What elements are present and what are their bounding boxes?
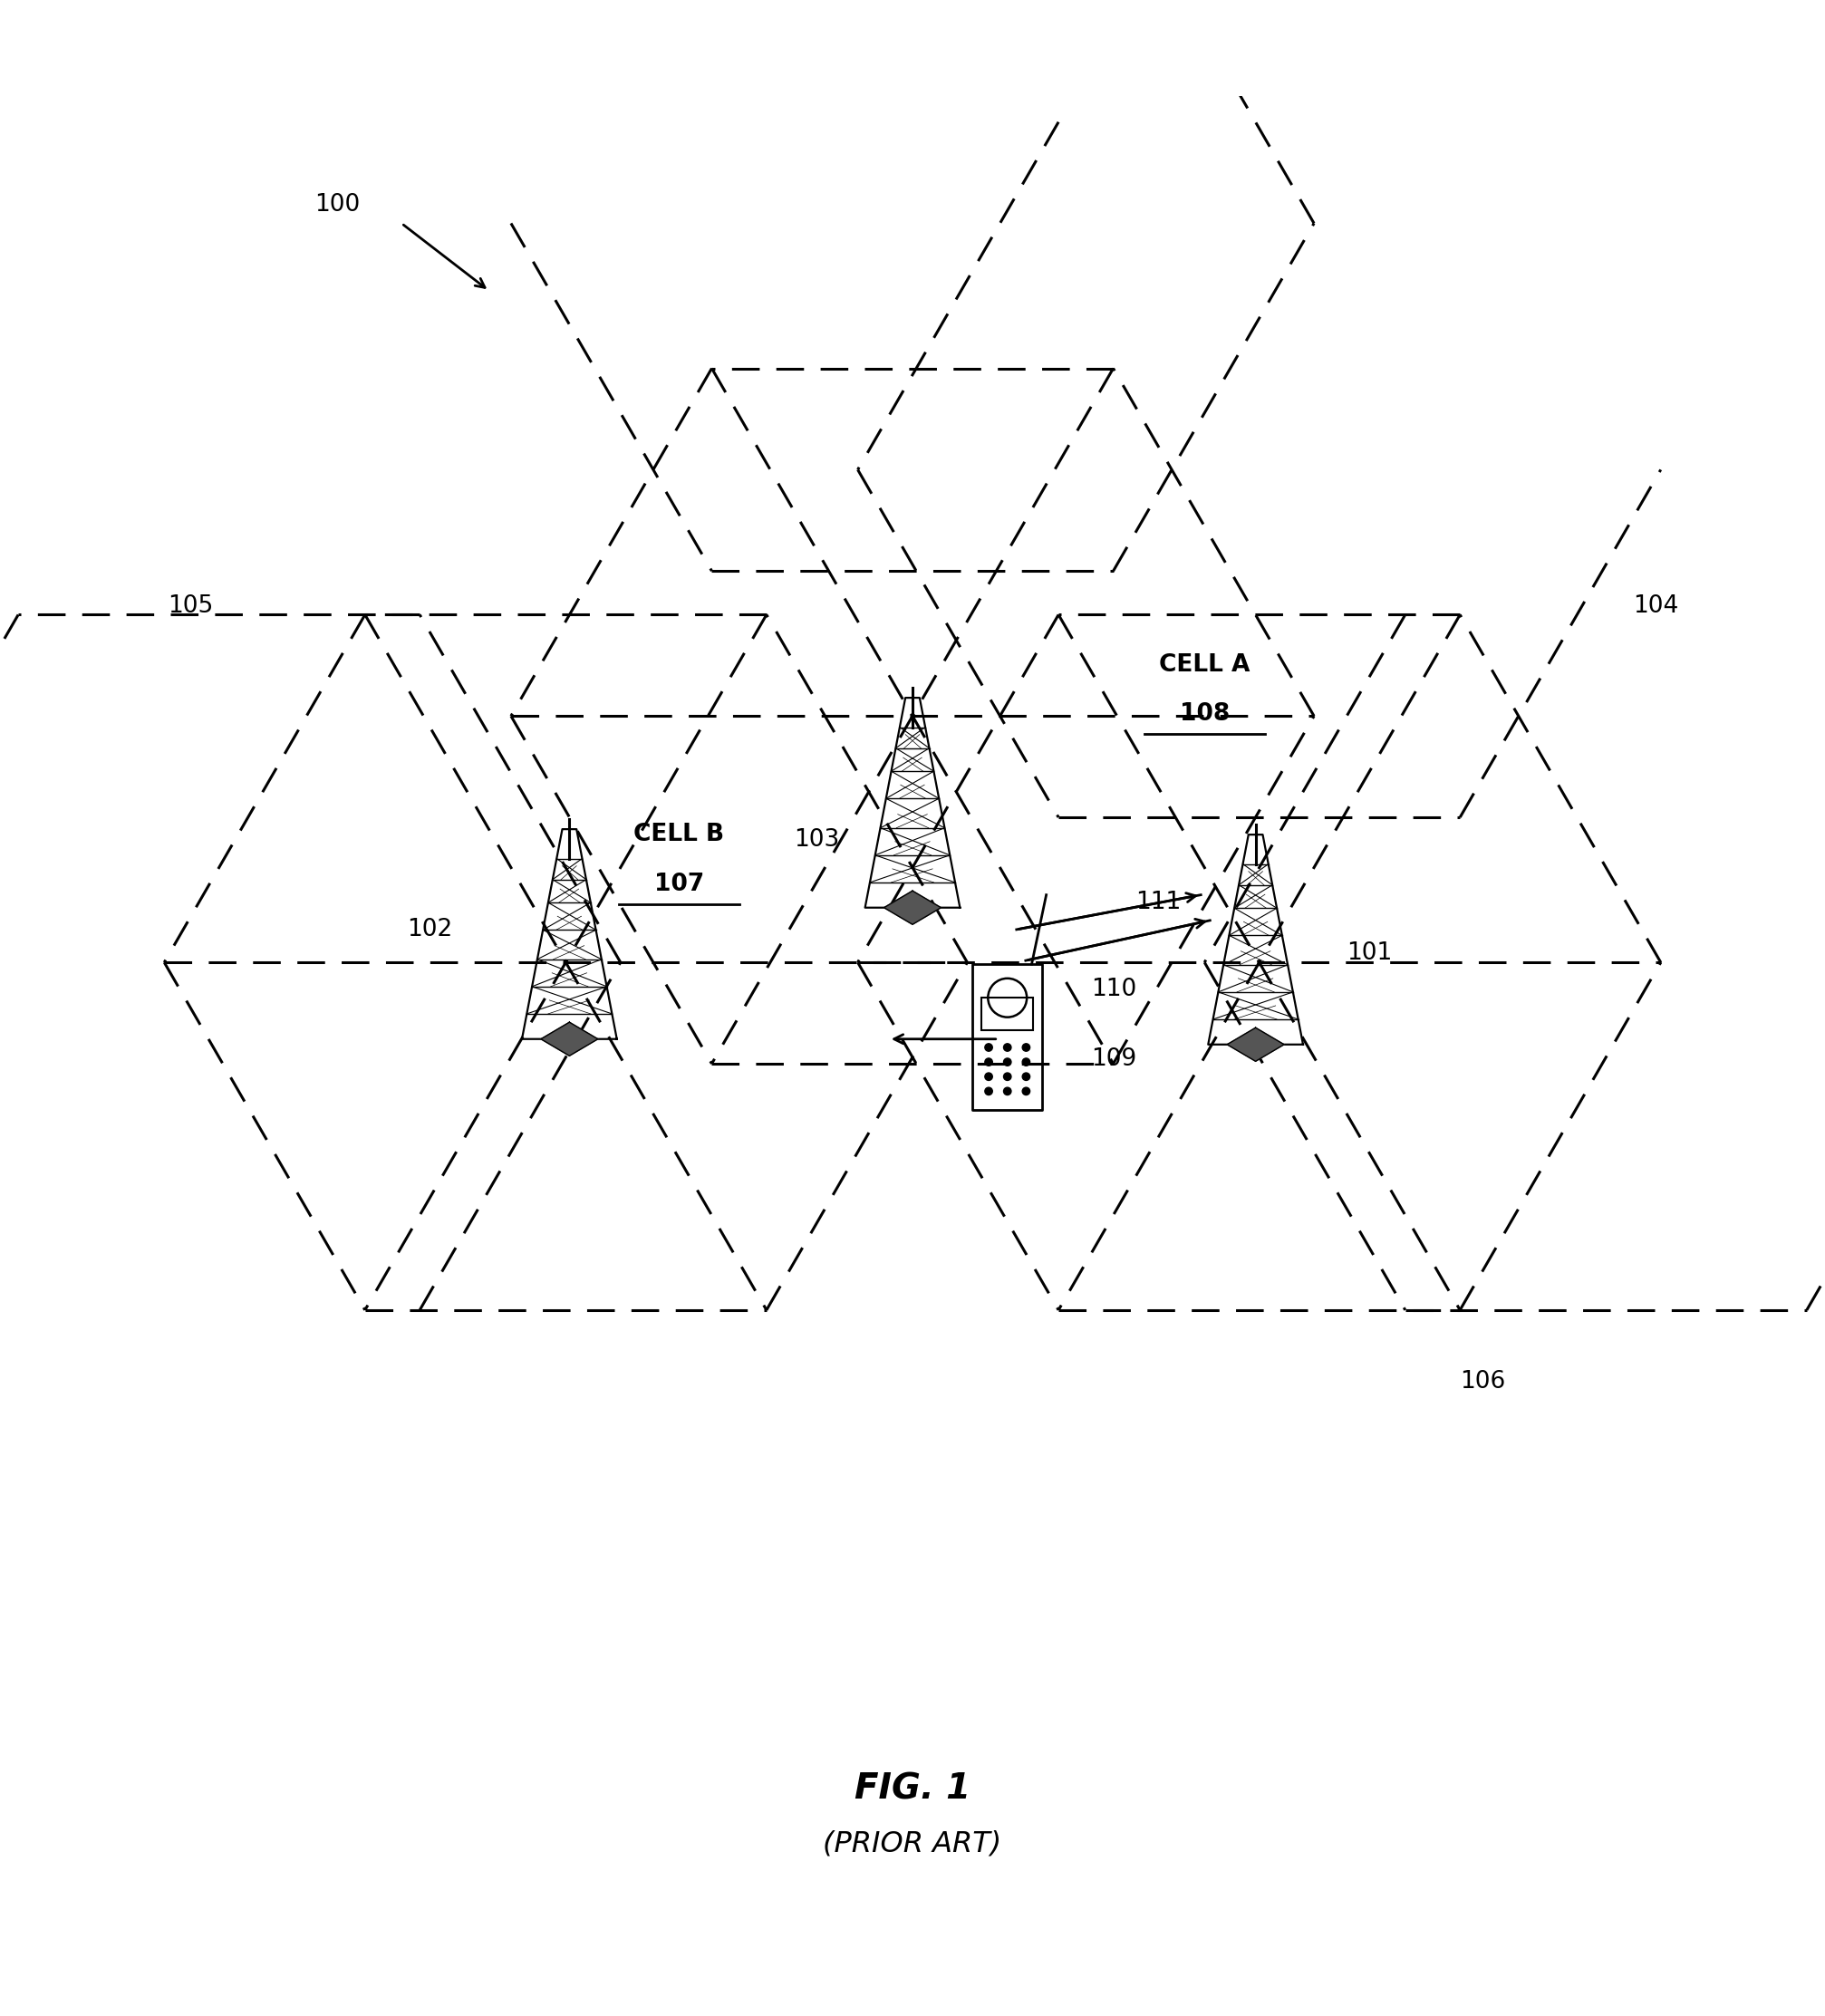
Circle shape bbox=[1022, 1044, 1029, 1050]
Text: 103: 103 bbox=[794, 829, 840, 853]
Polygon shape bbox=[1226, 1028, 1285, 1060]
Text: 111: 111 bbox=[1135, 891, 1181, 913]
Text: 107: 107 bbox=[653, 873, 704, 895]
Text: CELL B: CELL B bbox=[633, 823, 725, 847]
Text: 102: 102 bbox=[407, 917, 453, 941]
Circle shape bbox=[986, 1058, 993, 1066]
Text: 105: 105 bbox=[168, 595, 214, 619]
Circle shape bbox=[1022, 1087, 1029, 1095]
Circle shape bbox=[1004, 1087, 1011, 1095]
Polygon shape bbox=[883, 891, 942, 925]
Circle shape bbox=[1022, 1073, 1029, 1081]
Bar bbox=[973, 964, 1042, 1111]
Bar bbox=[982, 998, 1033, 1030]
Text: 100: 100 bbox=[316, 194, 360, 218]
Text: 108: 108 bbox=[1179, 702, 1230, 726]
Circle shape bbox=[1004, 1058, 1011, 1066]
Circle shape bbox=[986, 1087, 993, 1095]
Circle shape bbox=[1004, 1073, 1011, 1081]
Text: 101: 101 bbox=[1347, 941, 1392, 966]
Circle shape bbox=[1022, 1058, 1029, 1066]
Circle shape bbox=[986, 1073, 993, 1081]
Text: (PRIOR ART): (PRIOR ART) bbox=[823, 1831, 1002, 1859]
Text: 104: 104 bbox=[1633, 595, 1679, 619]
Text: 110: 110 bbox=[1091, 978, 1137, 1002]
Circle shape bbox=[986, 1044, 993, 1050]
Polygon shape bbox=[540, 1022, 599, 1056]
Text: 109: 109 bbox=[1091, 1048, 1137, 1070]
Text: CELL A: CELL A bbox=[1159, 653, 1250, 677]
Circle shape bbox=[1004, 1044, 1011, 1050]
Text: 106: 106 bbox=[1460, 1371, 1506, 1393]
Text: FIG. 1: FIG. 1 bbox=[854, 1772, 971, 1806]
